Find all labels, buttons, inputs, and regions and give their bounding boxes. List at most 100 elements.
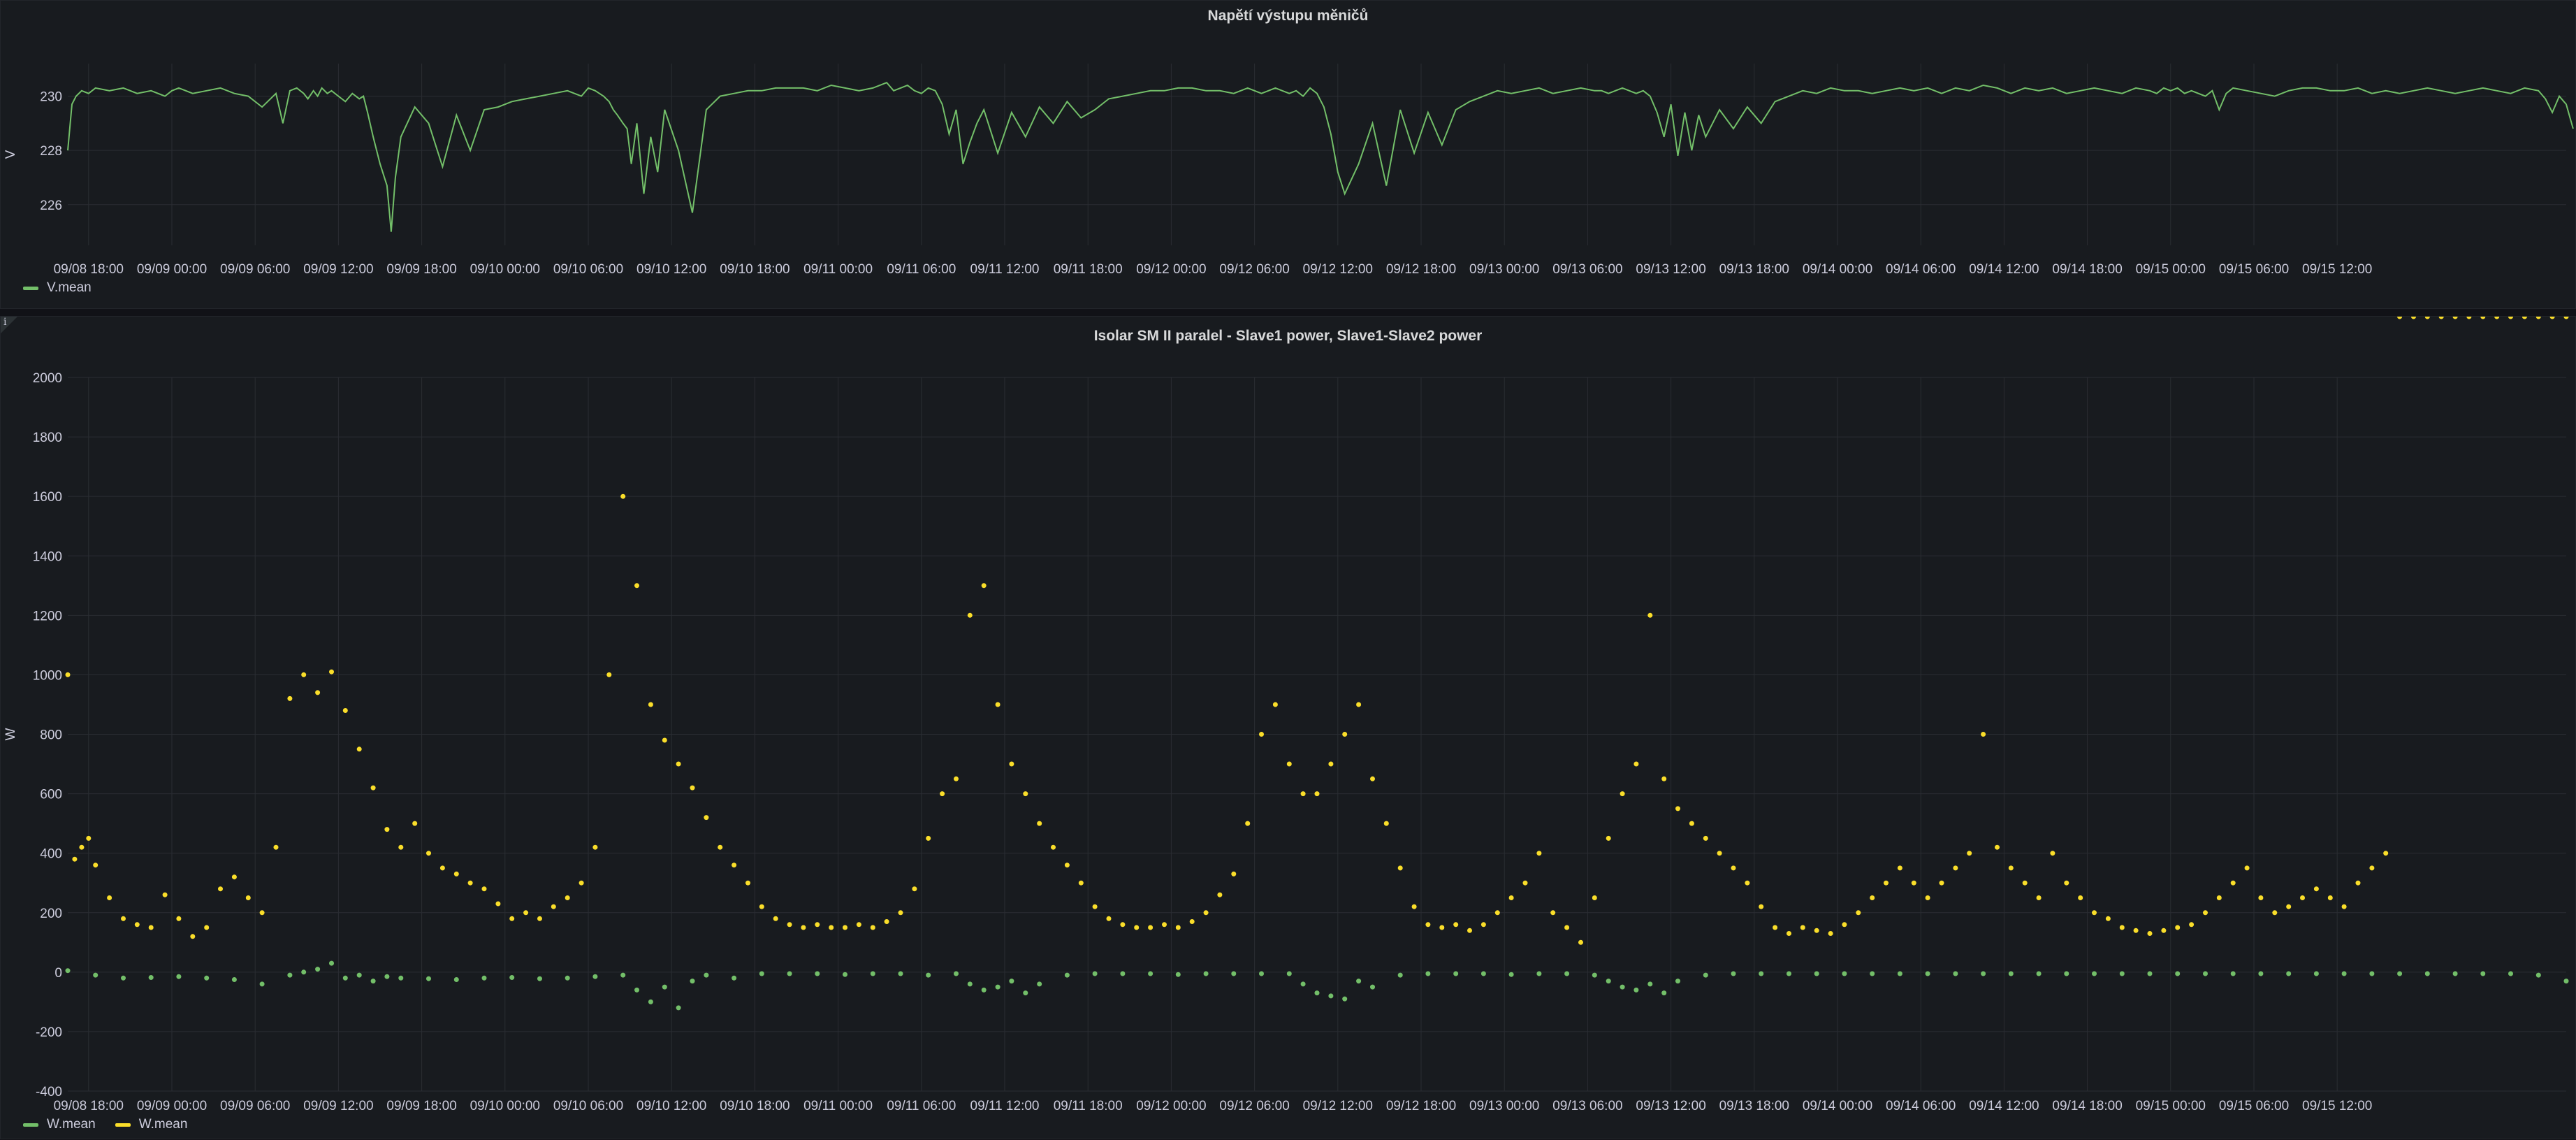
slave1-power-point: [2341, 971, 2347, 976]
slave1-power-point: [356, 972, 362, 978]
slave2-power-point: [1314, 791, 1320, 797]
slave2-power-point: [1731, 865, 1736, 871]
slave2-power-point: [2105, 916, 2111, 921]
x-tick-label: 09/10 06:00: [553, 262, 623, 277]
slave2-power-point: [523, 910, 529, 916]
slave2-power-point: [2133, 928, 2139, 933]
x-tick-label: 09/10 00:00: [470, 262, 540, 277]
slave1-power-point: [759, 971, 764, 976]
slave2-power-point: [1925, 895, 1930, 900]
slave2-power-point: [2036, 895, 2042, 900]
x-tick-label: 09/13 12:00: [1636, 1099, 1705, 1113]
slave1-power-point: [1703, 972, 1708, 978]
slave2-power-point: [93, 863, 99, 868]
slave1-power-point: [1759, 971, 1764, 976]
slave2-power-point: [815, 922, 820, 928]
slave2-power-point: [1828, 931, 1833, 936]
y-tick-label: 1600: [33, 490, 62, 505]
slave2-power-point: [1120, 922, 1126, 928]
slave2-power-point: [1425, 922, 1431, 928]
slave2-power-point: [926, 835, 931, 841]
x-tick-label: 09/12 00:00: [1136, 1099, 1206, 1113]
power-panel-title[interactable]: Isolar SM II paralel - Slave1 power, Sla…: [1093, 328, 1483, 344]
slave2-power-point: [884, 919, 889, 924]
slave2-power-point: [1856, 910, 1861, 916]
slave2-power-point: [1356, 702, 1362, 707]
slave2-power-point: [2313, 886, 2319, 892]
slave2-power-point: [2438, 317, 2444, 319]
slave1-power-point: [2230, 971, 2236, 976]
slave2-power-point: [2549, 317, 2555, 319]
y-tick-label: -200: [36, 1025, 62, 1040]
x-tick-label: 09/09 18:00: [386, 1099, 456, 1113]
slave1-power-point: [1425, 971, 1431, 976]
slave2-power-point: [2230, 880, 2236, 886]
slave2-power-point: [1606, 835, 1611, 841]
x-tick-label: 09/12 12:00: [1303, 1099, 1373, 1113]
slave2-power-point: [1051, 844, 1056, 850]
slave1-power-point: [1203, 971, 1209, 976]
slave1-power-point: [1064, 972, 1070, 978]
y-tick-label: 800: [40, 728, 62, 743]
slave2-power-point: [2341, 904, 2347, 909]
slave1-power-point: [676, 1005, 681, 1011]
x-tick-label: 09/15 12:00: [2302, 1099, 2372, 1113]
slave2-power-point: [704, 815, 709, 821]
slave2-power-point: [1023, 791, 1028, 797]
slave2-power-point: [732, 863, 737, 868]
slave2-power-point: [1106, 916, 1112, 921]
y-tick-label: 1200: [33, 609, 62, 623]
slave2-power-point: [79, 844, 85, 850]
slave2-power-point: [1328, 761, 1334, 767]
slave1-power-point: [1647, 981, 1653, 987]
slave2-power-point: [1703, 835, 1708, 841]
info-icon[interactable]: i: [3, 317, 7, 328]
slave2-power-point: [1745, 880, 1750, 886]
slave1-power-point: [1092, 971, 1098, 976]
x-tick-label: 09/11 06:00: [887, 262, 956, 277]
slave2-power-point: [72, 856, 78, 862]
slave2-power-point: [2535, 317, 2541, 319]
slave1-power-point: [1814, 971, 1819, 976]
x-tick-label: 09/14 18:00: [2052, 262, 2122, 277]
legend-item-slave2[interactable]: W.mean: [115, 1117, 187, 1132]
slave2-power-point: [2286, 904, 2292, 909]
x-tick-label: 09/09 06:00: [220, 1099, 290, 1113]
slave1-power-point: [1023, 990, 1028, 996]
slave1-power-point: [93, 972, 99, 978]
slave2-power-point: [1508, 895, 1514, 900]
panel-info-corner[interactable]: [1, 317, 17, 333]
x-tick-label: 09/14 00:00: [1803, 1099, 1872, 1113]
slave2-power-point: [2008, 865, 2014, 871]
slave1-power-point: [1661, 990, 1667, 996]
x-tick-label: 09/10 18:00: [720, 1099, 789, 1113]
slave2-power-point: [356, 746, 362, 752]
slave1-power-point: [1953, 971, 1958, 976]
x-tick-label: 09/12 06:00: [1219, 262, 1289, 277]
y-tick-label: 226: [40, 199, 62, 213]
slave2-power-point: [2397, 317, 2403, 319]
slave2-power-point: [2424, 317, 2430, 319]
legend-item-slave1[interactable]: W.mean: [23, 1117, 96, 1132]
x-tick-label: 09/10 18:00: [720, 262, 789, 277]
slave1-power-point: [315, 967, 321, 972]
x-tick-label: 09/08 18:00: [54, 1099, 124, 1113]
x-tick-label: 09/11 12:00: [970, 262, 1040, 277]
slave2-power-point: [2383, 851, 2389, 856]
slave1-power-point: [1480, 971, 1486, 976]
slave2-power-point: [1078, 880, 1084, 886]
slave1-power-point: [690, 979, 695, 984]
slave2-power-point: [1759, 904, 1764, 909]
slave2-power-point: [1536, 851, 1542, 856]
slave2-power-point: [65, 672, 71, 677]
slave2-power-point: [2022, 880, 2028, 886]
slave2-power-point: [2147, 931, 2153, 936]
x-tick-label: 09/14 12:00: [1969, 262, 2039, 277]
slave1-power-point: [2092, 971, 2097, 976]
slave2-power-point: [829, 925, 834, 930]
slave1-power-point: [1453, 971, 1459, 976]
voltage-panel-title[interactable]: Napětí výstupu měničů: [1207, 8, 1369, 24]
slave2-power-point: [718, 844, 723, 850]
legend-item-vmean[interactable]: V.mean: [23, 280, 92, 296]
slave2-power-point: [565, 895, 570, 900]
